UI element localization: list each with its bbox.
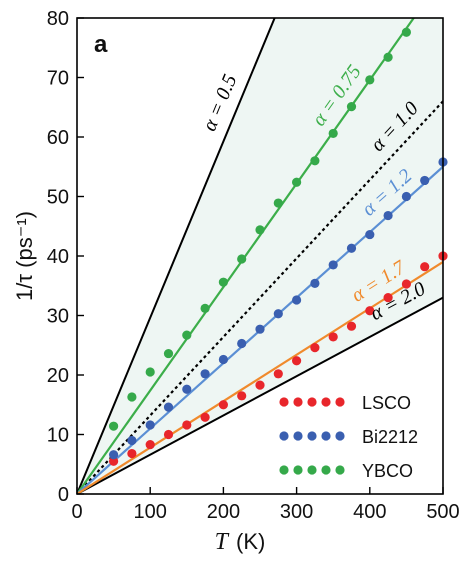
data-point-ybco	[401, 27, 411, 37]
fit-line-ybco	[77, 18, 415, 494]
legend-marker-lsco	[335, 397, 345, 407]
panel-label: a	[94, 31, 108, 58]
data-point-bi2212	[292, 295, 302, 305]
legend-label-lsco: LSCO	[362, 393, 411, 413]
data-point-bi2212	[145, 420, 155, 430]
y-axis-title: 1/τ (ps⁻¹)	[12, 211, 37, 301]
legend-marker-bi2212	[293, 431, 303, 441]
legend-marker-lsco	[279, 397, 289, 407]
data-point-bi2212	[273, 309, 283, 319]
data-point-lsco	[127, 448, 137, 459]
data-point-bi2212	[218, 354, 228, 365]
data-point-ybco	[328, 128, 338, 139]
legend-marker-lsco	[293, 397, 303, 407]
data-point-ybco	[346, 102, 357, 112]
y-tick-label: 10	[47, 425, 69, 447]
y-tick-label: 30	[47, 306, 69, 328]
y-tick-label: 60	[47, 127, 69, 149]
data-point-ybco	[365, 75, 375, 85]
data-point-lsco	[255, 380, 265, 390]
y-tick-label: 80	[47, 8, 69, 30]
data-point-ybco	[255, 225, 265, 235]
x-tick-label: 400	[353, 501, 386, 523]
data-point-lsco	[182, 420, 192, 430]
data-point-lsco	[163, 429, 174, 440]
legend-marker-ybco	[335, 465, 345, 475]
data-point-bi2212	[163, 402, 174, 412]
y-tick-label: 0	[58, 484, 69, 506]
legend-marker-ybco	[321, 465, 331, 475]
data-point-ybco	[145, 367, 155, 377]
data-point-ybco	[292, 177, 302, 187]
fit-line-lsco	[77, 261, 443, 494]
data-point-lsco	[383, 293, 393, 303]
legend-marker-lsco	[321, 397, 331, 407]
data-point-ybco	[127, 392, 137, 402]
data-point-bi2212	[383, 210, 393, 221]
legend-marker-bi2212	[307, 431, 317, 441]
data-point-lsco	[310, 343, 320, 353]
legend-marker-ybco	[293, 465, 303, 475]
x-tick-label: 200	[207, 501, 240, 523]
shaded-region	[77, 18, 443, 494]
data-point-ybco	[310, 156, 320, 166]
data-point-ybco	[200, 303, 210, 313]
legend-label-ybco: YBCO	[362, 461, 413, 481]
legend-marker-ybco	[307, 465, 317, 475]
data-point-lsco	[200, 412, 210, 422]
legend: LSCO Bi2212 YBCO	[279, 393, 418, 481]
y-tick-label: 20	[47, 365, 69, 387]
data-point-lsco	[401, 279, 411, 289]
data-point-bi2212	[182, 384, 192, 394]
legend-marker-bi2212	[279, 431, 289, 441]
data-point-lsco	[292, 356, 302, 366]
reference-line-2	[77, 296, 443, 494]
x-tick-label: 300	[280, 501, 313, 523]
y-tick-label: 50	[47, 187, 69, 209]
data-point-bi2212	[255, 324, 265, 334]
x-tick-label: 100	[134, 501, 167, 523]
x-tick-label: 500	[426, 501, 459, 523]
data-point-ybco	[218, 277, 228, 287]
legend-marker-bi2212	[321, 431, 331, 441]
y-tick-label: 70	[47, 68, 69, 90]
reference-line-0	[77, 18, 276, 494]
y-tick-label: 40	[47, 246, 69, 268]
data-point-bi2212	[346, 243, 357, 253]
data-point-bi2212	[310, 278, 320, 288]
data-point-ybco	[109, 421, 119, 431]
data-point-lsco	[218, 400, 228, 410]
data-point-bi2212	[365, 229, 375, 240]
legend-marker-lsco	[307, 397, 317, 407]
data-point-ybco	[182, 330, 192, 340]
legend-label-bi2212: Bi2212	[362, 427, 418, 447]
data-point-lsco	[365, 306, 375, 316]
data-point-lsco	[109, 456, 119, 466]
data-point-bi2212	[200, 369, 210, 379]
data-point-ybco	[237, 254, 247, 264]
data-point-bi2212	[420, 175, 430, 186]
data-point-lsco	[145, 440, 155, 450]
data-point-ybco	[163, 348, 174, 359]
legend-marker-bi2212	[335, 431, 345, 441]
x-axis-title-unit: (K)	[236, 529, 265, 554]
data-point-bi2212	[109, 450, 119, 460]
x-tick-label: 0	[71, 501, 82, 523]
x-axis-title-symbol: T	[215, 529, 230, 555]
data-point-lsco	[237, 391, 247, 401]
data-point-lsco	[273, 369, 283, 379]
legend-marker-ybco	[279, 465, 289, 475]
data-point-ybco	[273, 198, 283, 208]
data-point-lsco	[420, 262, 430, 272]
data-point-ybco	[383, 52, 393, 62]
data-point-bi2212	[401, 191, 411, 202]
data-point-bi2212	[328, 260, 338, 270]
data-point-lsco	[346, 321, 357, 331]
data-point-bi2212	[237, 338, 247, 349]
data-point-lsco	[328, 332, 338, 342]
data-point-bi2212	[127, 435, 137, 446]
